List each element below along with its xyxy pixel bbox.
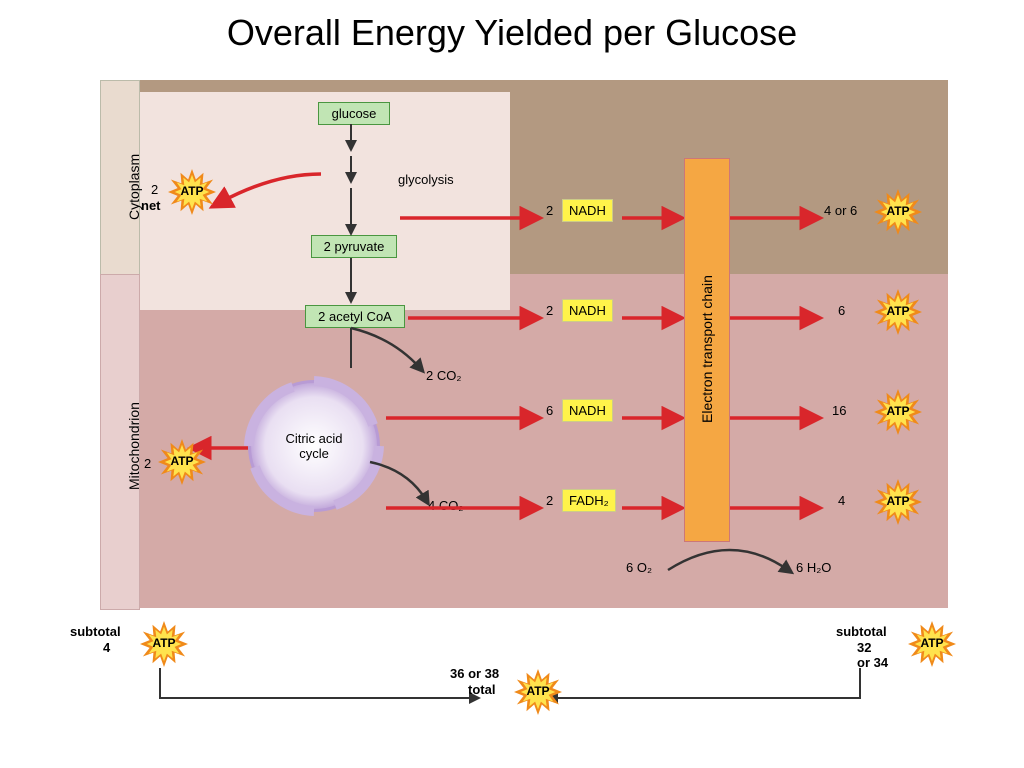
fadh2-count: 2 <box>546 493 553 508</box>
arrow-atp-glycolysis <box>213 172 323 212</box>
atp-star-o1: ATP <box>874 188 922 236</box>
nadh1-count: 2 <box>546 203 553 218</box>
glucose-box: glucose <box>318 102 390 125</box>
etc-box: Electron transport chain <box>684 158 730 542</box>
nadh2-count: 2 <box>546 303 553 318</box>
mitochondrion-label: Mitochondrion <box>126 402 142 490</box>
diagram: Cytoplasm Mitochondrion glucose glycolys… <box>68 80 948 640</box>
cycle-arrows-icon <box>243 375 385 517</box>
ar-n2-etc <box>622 308 682 328</box>
ar-etc-a1 <box>730 208 820 228</box>
atp-out4: 4 <box>838 493 845 508</box>
subtotal-right-val: 32 or 34 <box>857 640 888 670</box>
nadh-box-2: NADH <box>562 299 613 322</box>
atp-star-glycolysis: ATP <box>168 168 216 216</box>
pyruvate-box: 2 pyruvate <box>311 235 397 258</box>
atp-out3: 16 <box>832 403 846 418</box>
arrow-nadh1-in <box>400 208 540 228</box>
nadh-box-3: NADH <box>562 399 613 422</box>
glycolysis-label: glycolysis <box>398 172 454 187</box>
atp-out1: 4 or 6 <box>824 203 857 218</box>
arrow-nadh3-in <box>386 408 540 428</box>
atp-star-grand: ATP <box>514 668 562 716</box>
page-title: Overall Energy Yielded per Glucose <box>0 0 1024 62</box>
atp-star-sub-left: ATP <box>140 620 188 668</box>
grand-total-label: total <box>468 682 495 697</box>
ar-f-etc <box>622 498 682 518</box>
nadh3-count: 6 <box>546 403 553 418</box>
atp-glyc-count: 2 <box>151 182 158 197</box>
arrow-nadh2-in <box>408 308 540 328</box>
arrow-glycolysis <box>346 124 356 236</box>
subtotal-left-val: 4 <box>103 640 110 655</box>
arrow-pyr-acetyl <box>346 258 356 304</box>
o2-label: 6 O₂ <box>626 560 652 575</box>
arrow-o2-h2o <box>666 540 796 580</box>
subtotal-left-label: subtotal <box>70 624 121 639</box>
subtotal-right-label: subtotal <box>836 624 887 639</box>
acetylcoa-box: 2 acetyl CoA <box>305 305 405 328</box>
atp-star-cycle: ATP <box>158 438 206 486</box>
ar-n1-etc <box>622 208 682 228</box>
atp-out2: 6 <box>838 303 845 318</box>
ar-n3-etc <box>622 408 682 428</box>
atp-star-o2: ATP <box>874 288 922 336</box>
fadh2-box: FADH₂ <box>562 489 616 512</box>
co2-pyr-label: 2 CO₂ <box>426 368 461 383</box>
etc-label: Electron transport chain <box>699 283 715 423</box>
ar-etc-a3 <box>730 408 820 428</box>
ar-etc-a4 <box>730 498 820 518</box>
cytoplasm-label: Cytoplasm <box>126 154 142 220</box>
citric-acid-cycle: Citric acid cycle <box>248 380 380 512</box>
atp-glyc-net: net <box>141 198 161 213</box>
nadh-box-1: NADH <box>562 199 613 222</box>
grand-total-val: 36 or 38 <box>450 666 499 681</box>
atp-star-o4: ATP <box>874 478 922 526</box>
arrow-fadh2-in <box>386 498 540 518</box>
ar-etc-a2 <box>730 308 820 328</box>
arrow-total <box>160 668 860 710</box>
atp-cycle-count: 2 <box>144 456 151 471</box>
h2o-label: 6 H₂O <box>796 560 831 575</box>
atp-star-sub-right: ATP <box>908 620 956 668</box>
atp-star-o3: ATP <box>874 388 922 436</box>
